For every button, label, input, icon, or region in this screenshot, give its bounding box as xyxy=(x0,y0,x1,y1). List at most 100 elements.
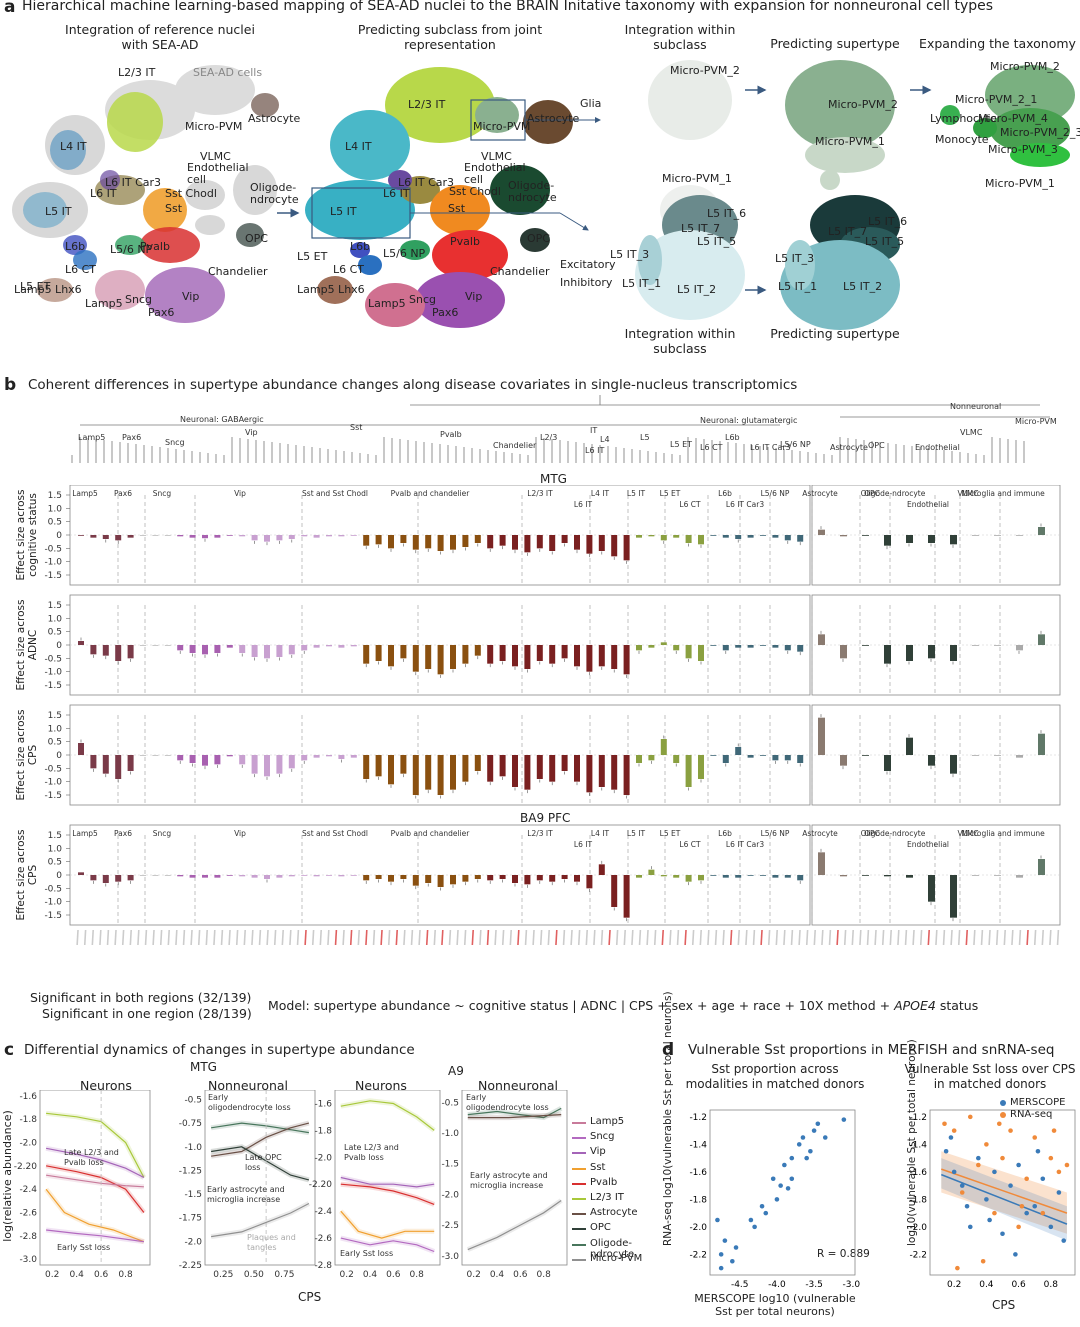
bar xyxy=(549,755,556,782)
c-ytick: -2.0 xyxy=(441,1190,459,1200)
bar-group-label: OPC xyxy=(864,829,880,838)
bar xyxy=(524,535,531,553)
bar xyxy=(524,755,531,790)
bar xyxy=(152,535,159,536)
c-legend-item: Sncg xyxy=(590,1131,615,1143)
bar xyxy=(884,755,891,771)
bar-xtick-label xyxy=(334,929,338,945)
dendro-label: Chandelier xyxy=(493,441,537,450)
bar xyxy=(760,755,766,756)
c-legend-item: Vip xyxy=(590,1146,606,1158)
bar xyxy=(722,645,729,651)
umap1-label: Vip xyxy=(182,290,200,303)
bar-group-label: Endothelial xyxy=(907,840,949,849)
d-point-merscope xyxy=(1016,1162,1021,1168)
c-neurons-1: Neurons xyxy=(80,1078,132,1093)
bar xyxy=(549,645,556,664)
bar xyxy=(363,645,370,664)
bar-group-label: L5 IT xyxy=(627,829,646,838)
umap2-label: L6 IT xyxy=(383,187,410,200)
bar xyxy=(487,535,494,549)
bar xyxy=(177,645,184,651)
d-point xyxy=(815,1121,821,1127)
c-ytick: -2.4 xyxy=(19,1185,37,1195)
c-annotation-late-opc: loss xyxy=(245,1163,260,1172)
bar xyxy=(78,641,84,645)
bar-xtick-label xyxy=(99,929,102,945)
bar-xtick-label xyxy=(707,929,710,945)
panel-c-plots: -1.6 -1.8 -2.0 -2.20 -2.4 -2.6 -2.8 -3.0 0.2 0.4 0… xyxy=(14,1090,568,1280)
bar xyxy=(1016,645,1023,651)
bar-xtick-label xyxy=(570,929,573,945)
d-xtick: -4.0 xyxy=(768,1280,786,1290)
c-line xyxy=(340,1210,435,1239)
bar-ytick: -1.5 xyxy=(44,911,62,921)
bar xyxy=(115,645,122,661)
bar-xtick-label xyxy=(912,929,915,945)
bar xyxy=(623,875,630,918)
bar xyxy=(226,535,233,536)
bar xyxy=(611,645,618,669)
bar xyxy=(499,535,506,546)
d-xtick: -3.0 xyxy=(843,1280,861,1290)
d-point-merscope xyxy=(984,1197,989,1202)
c-legend-item: Astrocyte xyxy=(590,1207,638,1219)
micro-prediction-label: Micro-PVM_1 xyxy=(815,135,885,148)
bar xyxy=(797,875,804,881)
bar-group-label: L5 IT xyxy=(627,489,646,498)
panel-c-mtg: MTG xyxy=(190,1060,217,1074)
bar xyxy=(598,535,605,551)
c-xtick: 0.8 xyxy=(118,1270,133,1280)
bar xyxy=(623,645,630,675)
bar xyxy=(611,755,618,790)
c-xtick: 0.4 xyxy=(490,1270,505,1280)
bar-ytick: 0 xyxy=(56,871,62,881)
bar-xtick-label xyxy=(836,929,839,945)
bar xyxy=(375,535,382,545)
bar xyxy=(115,875,122,882)
d-point xyxy=(785,1186,791,1191)
bar-xtick-label xyxy=(615,929,619,945)
d-point xyxy=(770,1176,776,1182)
panel-a-sub1: Integration of reference nuclei with SEA… xyxy=(65,22,255,52)
d-point-rnaseq xyxy=(967,1114,973,1120)
umap2-label: Astrocyte xyxy=(527,112,580,125)
bar xyxy=(660,875,667,877)
c-legend-swatch xyxy=(572,1243,586,1246)
c-band xyxy=(340,1098,436,1133)
bar xyxy=(747,535,754,538)
d-ytick: -1.4 xyxy=(909,1140,927,1150)
bar xyxy=(747,875,754,876)
c-annotation-early-oligo: Early xyxy=(208,1093,228,1102)
c-frame xyxy=(39,1090,151,1266)
bar xyxy=(561,875,568,879)
bar-ytick: 1.0 xyxy=(48,504,63,514)
bar xyxy=(574,645,580,667)
micro-expansion-label: Micro-PVM_3 xyxy=(988,143,1058,156)
bar xyxy=(177,875,184,877)
d-point-rnaseq xyxy=(1032,1135,1038,1140)
l5-prediction-label: L5 IT_2 xyxy=(843,280,883,293)
umap1-label: L6b xyxy=(65,240,86,253)
d-point xyxy=(789,1155,795,1161)
panel-a-umaps xyxy=(12,60,1075,330)
bar xyxy=(350,875,357,876)
micro-expansion-label: Micro-PVM_2 xyxy=(990,60,1060,73)
umap2-label: Sncg xyxy=(409,293,436,306)
c-legend-swatch xyxy=(572,1152,586,1155)
bar-ytick: -1.5 xyxy=(44,791,62,801)
bar xyxy=(685,755,692,787)
bar-xtick-label xyxy=(213,929,216,945)
bar xyxy=(288,645,295,655)
bar-xtick-label xyxy=(319,929,322,945)
bar xyxy=(549,535,556,551)
bar xyxy=(722,535,729,538)
bar xyxy=(862,535,869,536)
bar xyxy=(301,645,308,651)
bar-xtick-label xyxy=(243,929,246,945)
bar-xtick-label xyxy=(517,929,520,945)
d-scatter-modalities: -1.2 -1.4 -1.6 -1.8 -2.0 -2.2 -4.5 -4.0 -3.5 -3.0 xyxy=(689,1109,861,1290)
umap2-label: L6 CT xyxy=(333,263,365,276)
bar xyxy=(636,645,642,651)
bar xyxy=(214,875,221,878)
